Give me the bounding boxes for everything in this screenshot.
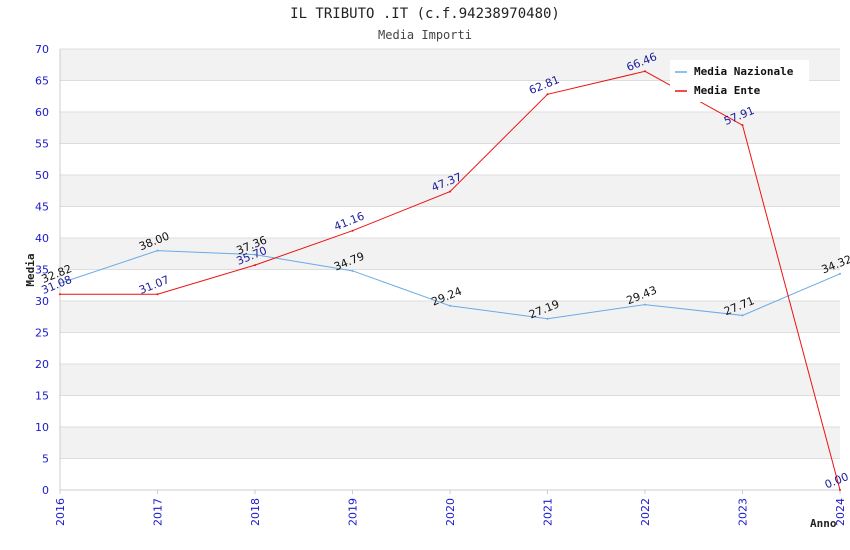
x-tick-label: 2024 <box>834 498 847 526</box>
legend-label-media-nazionale: Media Nazionale <box>694 65 794 78</box>
y-tick-label: 15 <box>35 390 49 403</box>
grid-band <box>60 112 840 144</box>
x-axis-label: Anno <box>810 517 837 530</box>
y-tick-label: 10 <box>35 421 49 434</box>
x-tick-label: 2023 <box>737 498 750 526</box>
y-tick-label: 55 <box>35 138 49 151</box>
x-tick-label: 2016 <box>54 498 67 526</box>
data-point <box>156 249 159 252</box>
y-tick-label: 25 <box>35 327 49 340</box>
data-point <box>156 293 159 296</box>
data-point <box>59 293 61 296</box>
chart-title: IL TRIBUTO .IT (c.f.94238970480) <box>290 6 560 22</box>
grid-lines <box>59 48 841 494</box>
data-point <box>644 303 646 306</box>
chart-subtitle: Media Importi <box>378 28 472 42</box>
data-label: 41.16 <box>332 210 366 234</box>
data-point <box>351 229 354 232</box>
x-tick-label: 2017 <box>152 498 165 526</box>
y-tick-label: 40 <box>35 232 49 245</box>
y-tick-label: 50 <box>35 169 49 182</box>
legend: Media Nazionale Media Ente <box>670 60 809 102</box>
data-label: 31.07 <box>137 273 171 297</box>
y-tick-label: 45 <box>35 201 49 214</box>
y-tick-label: 30 <box>35 295 49 308</box>
y-tick-label: 70 <box>35 43 49 56</box>
data-point <box>546 93 549 96</box>
grid-band <box>60 364 840 396</box>
data-point <box>741 314 744 317</box>
y-tick-label: 5 <box>42 453 49 466</box>
x-tick-label: 2021 <box>542 498 555 526</box>
grid-band <box>60 427 840 459</box>
legend-box <box>670 60 809 102</box>
y-tick-label: 0 <box>42 484 49 497</box>
x-tick-label: 2019 <box>347 498 360 526</box>
grid-band <box>60 238 840 270</box>
x-axis-ticks: 2016 2017 2018 2019 2020 2021 2022 2023 2024 <box>54 498 847 526</box>
x-tick-label: 2022 <box>639 498 652 526</box>
y-tick-label: 60 <box>35 106 49 119</box>
y-tick-label: 35 <box>35 264 49 277</box>
data-point <box>449 304 451 307</box>
data-point <box>254 253 256 256</box>
y-tick-label: 65 <box>35 75 49 88</box>
data-label: 0.00 <box>823 470 850 491</box>
data-point <box>59 282 61 285</box>
data-point <box>839 272 841 275</box>
x-tick-label: 2020 <box>444 498 457 526</box>
data-point <box>449 190 451 193</box>
y-axis-label: Media <box>24 253 37 286</box>
data-point <box>546 317 549 320</box>
data-point <box>839 489 841 491</box>
data-point <box>644 70 646 73</box>
y-tick-label: 20 <box>35 358 49 371</box>
y-axis-ticks: 0 5 10 15 20 25 30 35 40 45 50 55 60 65 70 <box>35 43 49 497</box>
data-point <box>254 264 256 267</box>
grid-bands <box>60 49 840 459</box>
legend-label-media-ente: Media Ente <box>694 84 761 97</box>
data-point <box>741 124 744 127</box>
series-layer <box>59 70 841 491</box>
x-tick-label: 2018 <box>249 498 262 526</box>
data-point <box>351 269 354 272</box>
